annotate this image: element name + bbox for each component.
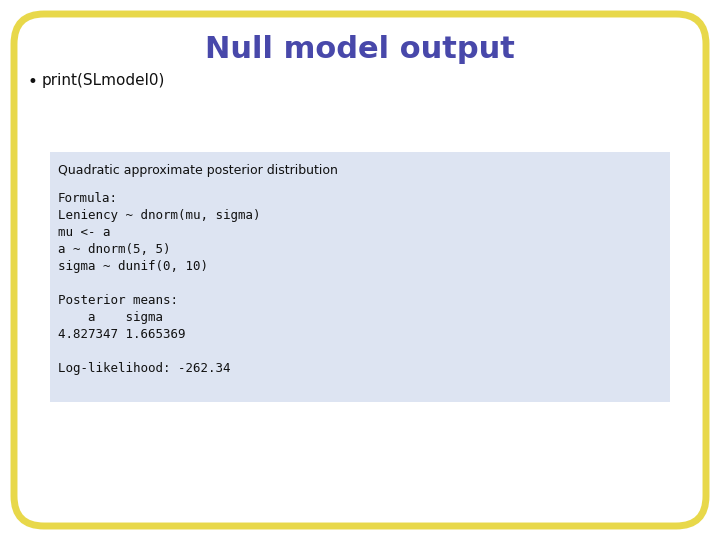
Text: sigma ~ dunif(0, 10): sigma ~ dunif(0, 10) [58, 260, 208, 273]
Text: Null model output: Null model output [205, 35, 515, 64]
FancyBboxPatch shape [50, 152, 670, 402]
Text: •: • [28, 73, 38, 91]
Text: Log-likelihood: -262.34: Log-likelihood: -262.34 [58, 362, 230, 375]
Text: mu <- a: mu <- a [58, 226, 110, 239]
Text: Leniency ~ dnorm(mu, sigma): Leniency ~ dnorm(mu, sigma) [58, 209, 261, 222]
Text: a ~ dnorm(5, 5): a ~ dnorm(5, 5) [58, 243, 171, 256]
Text: Formula:: Formula: [58, 192, 118, 205]
Text: 4.827347 1.665369: 4.827347 1.665369 [58, 328, 186, 341]
Text: Quadratic approximate posterior distribution: Quadratic approximate posterior distribu… [58, 164, 338, 177]
FancyBboxPatch shape [14, 14, 706, 526]
Text: Posterior means:: Posterior means: [58, 294, 178, 307]
Text: print(SLmodel0): print(SLmodel0) [42, 73, 166, 88]
Text: a    sigma: a sigma [58, 311, 163, 324]
